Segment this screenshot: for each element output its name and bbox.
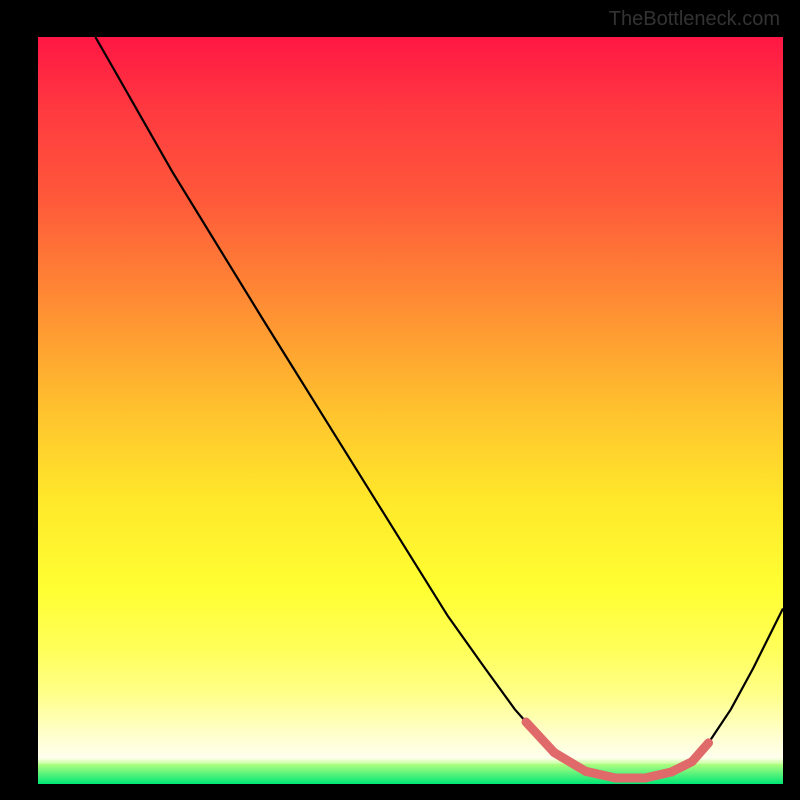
- plot-region: [38, 37, 783, 784]
- highlight-dash: [692, 743, 708, 762]
- bottleneck-curve: [95, 37, 783, 779]
- curve-svg: [38, 37, 783, 784]
- attribution-text: TheBottleneck.com: [609, 8, 780, 31]
- highlight-dash: [586, 771, 616, 778]
- highlight-segments: [526, 722, 709, 778]
- highlight-dash: [526, 722, 554, 753]
- highlight-dash: [554, 753, 585, 772]
